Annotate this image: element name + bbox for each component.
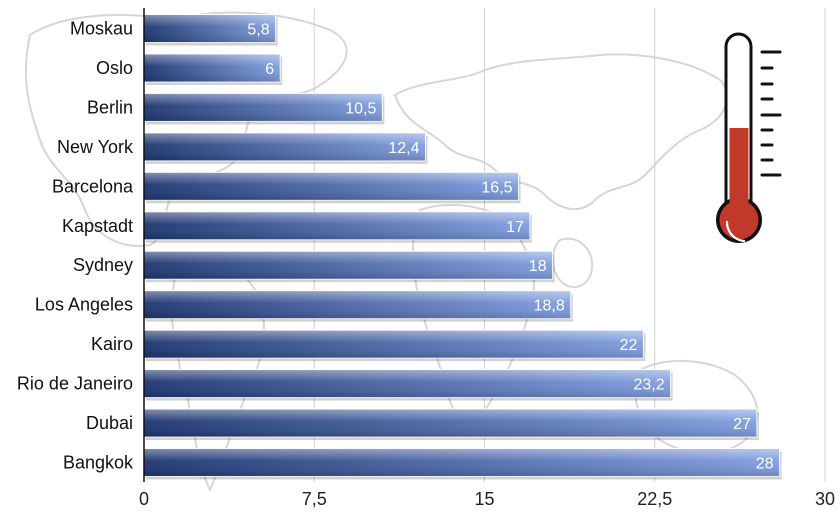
bar-highlight [144,448,780,477]
bar-group: 17 [143,211,532,243]
bar-highlight [144,409,757,437]
bar-highlight [144,53,281,82]
bar-group: 5,8 [143,14,278,46]
x-tick-label: 7,5 [302,489,327,509]
category-label: Oslo [96,58,133,78]
bar-value-label: 23,2 [633,377,664,394]
x-tick-label: 0 [139,489,149,509]
bar-group: 22 [143,329,646,362]
bar-value-label: 18,8 [534,298,565,315]
bar-highlight [144,251,553,280]
x-tick-label: 15 [474,489,494,509]
category-label: Kairo [91,334,133,354]
bar-group: 10,5 [143,92,385,125]
category-label: Sydney [73,255,133,275]
bar-group: 18,8 [143,290,573,322]
bar-highlight [144,172,519,201]
bar-group: 23,2 [143,369,673,401]
bar-highlight [144,369,671,398]
bar-highlight [144,211,530,240]
bar-group: 6 [143,53,283,85]
category-label: Moskau [70,19,133,39]
x-tick-label: 30 [815,489,835,509]
axis: 0 7,5 15 22,5 30 Moskau Oslo Berlin New York Barc… [17,8,835,509]
thermometer-icon [716,32,782,243]
category-label: Berlin [87,97,133,117]
category-label: Rio de Janeiro [17,374,133,394]
category-label: Dubai [86,413,133,433]
bar-value-label: 27 [733,416,751,433]
category-label: Barcelona [52,176,134,196]
bar-highlight [144,290,571,319]
bar-group: 18 [143,250,555,283]
bar-value-label: 16,5 [481,179,512,196]
bar-highlight [144,14,276,43]
bar-value-label: 12,4 [388,140,419,157]
bar-value-label: 6 [265,61,274,78]
bar-highlight [144,132,426,161]
bars: 5,8 6 10,5 12,4 16,5 17 18 18,8 22 23,2 27 28 [143,14,782,480]
bar-group: 16,5 [143,171,521,204]
gridlines [313,8,826,482]
bar-value-label: 28 [756,455,774,472]
category-label: Kapstadt [62,216,133,236]
category-label: New York [57,137,134,157]
bar-group: 12,4 [143,132,428,164]
category-label: Bangkok [63,452,134,472]
bar-value-label: 10,5 [345,100,376,117]
bar-highlight [144,93,383,122]
bar-group: 28 [143,447,782,480]
bar-value-label: 5,8 [247,22,269,39]
bar-value-label: 18 [529,258,547,275]
bar-value-label: 17 [506,219,524,236]
bar-highlight [144,330,644,359]
bar-value-label: 22 [620,337,638,354]
category-label: Los Angeles [35,295,133,315]
bar-group: 27 [143,408,759,440]
x-tick-label: 22,5 [637,489,672,509]
